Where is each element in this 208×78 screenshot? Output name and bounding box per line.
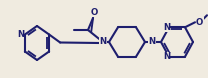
Text: N: N: [163, 52, 170, 61]
Text: N: N: [17, 30, 24, 39]
Text: O: O: [196, 18, 203, 27]
Text: N: N: [149, 38, 156, 46]
Text: N: N: [99, 38, 106, 46]
Text: N: N: [163, 23, 170, 32]
Text: O: O: [90, 8, 98, 17]
